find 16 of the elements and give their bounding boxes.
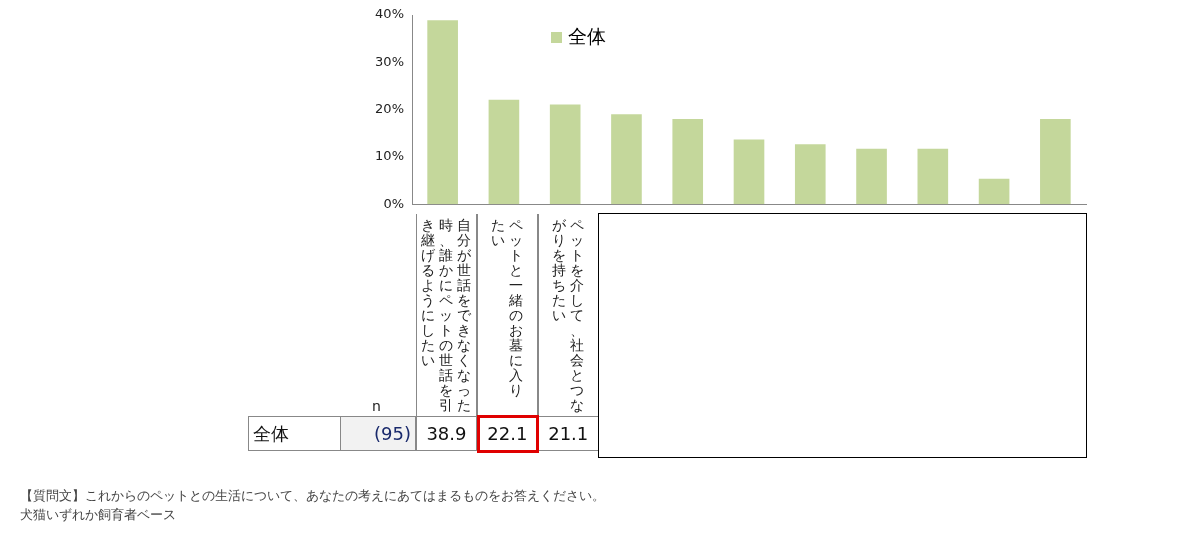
text: (95) <box>340 416 416 451</box>
text: 【質問文】これからのペットとの生活について、あなたの考えにあてはまるものをお答えください。 <box>20 488 605 505</box>
text: n <box>372 398 381 414</box>
legend-label: 全体 <box>568 24 606 49</box>
data-label: 21.1 <box>537 416 599 451</box>
text: 全体 <box>253 422 289 444</box>
y-tick-label: 0% <box>383 195 404 211</box>
y-tick-label: 30% <box>375 53 404 69</box>
data-label: 38.9 <box>416 416 477 451</box>
category-label: ペットと一緒のお墓に入りたい <box>491 217 524 398</box>
y-tick-label: 40% <box>375 6 404 22</box>
y-tick-label: 20% <box>375 100 404 116</box>
text: 犬猫いずれか飼育者ベース <box>20 507 176 524</box>
category-label: ペットを介して、社会とつながりを持ちたい <box>552 217 585 413</box>
category-label: 自分が世話をできなくなった時、誰かにペットの世話を引き継げるようにしたい <box>421 217 472 413</box>
y-tick-label: 10% <box>375 148 404 164</box>
